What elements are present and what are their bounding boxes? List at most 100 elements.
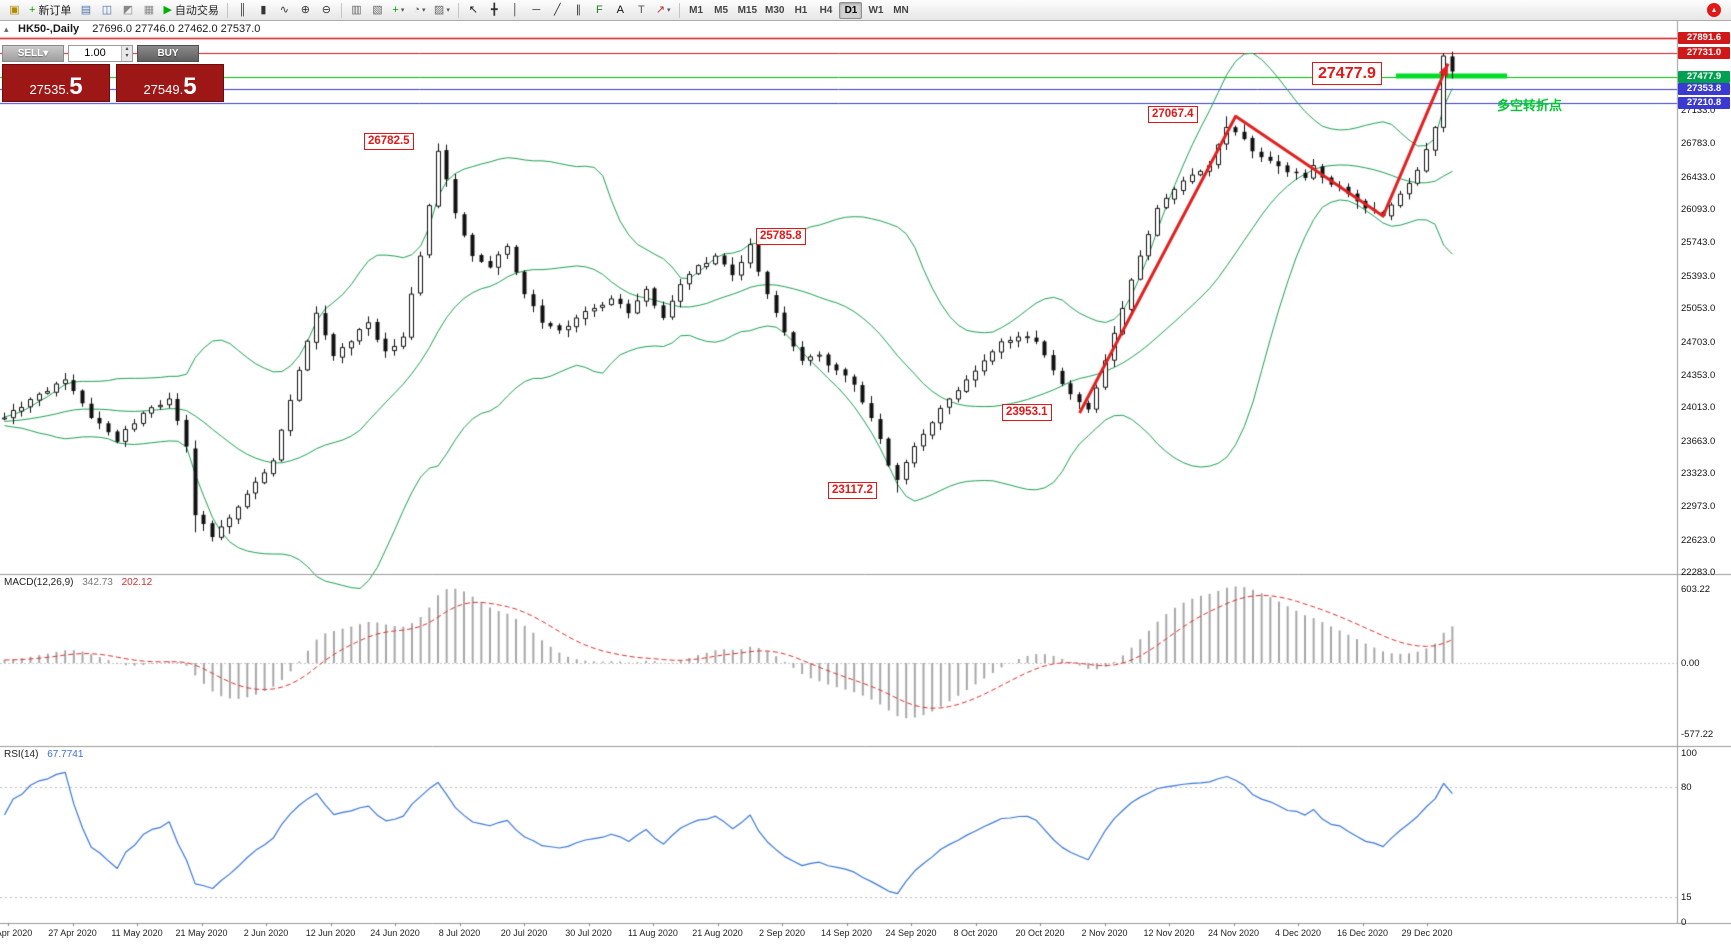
channel-button-glyph: ∥	[575, 3, 582, 16]
cascade-windows-button-glyph: ▧	[372, 3, 383, 16]
periods-button[interactable]: ◔ ▾	[410, 2, 429, 19]
toolbar-separator	[226, 2, 228, 18]
indicators-button-caret-icon: ▾	[400, 7, 405, 14]
vertical-line-button[interactable]: │	[506, 2, 525, 19]
text-button[interactable]: A	[611, 2, 630, 19]
sell-button-label: SELL	[17, 47, 44, 59]
zoom-out-button[interactable]: ⊖	[317, 2, 336, 19]
vertical-line-button-glyph: │	[511, 3, 519, 16]
crosshair-button-glyph: ╋	[491, 3, 498, 16]
candlestick-chart-button[interactable]: ▮	[254, 2, 273, 19]
sell-price-main: 27535.	[29, 82, 70, 97]
periods-button-glyph: ◔	[413, 3, 420, 16]
indicators-button[interactable]: + ▾	[389, 2, 408, 19]
timeframe-h1-button[interactable]: H1	[794, 4, 808, 16]
line-chart-button[interactable]: ∿	[275, 2, 294, 19]
toolbar-separator	[678, 2, 680, 18]
new-chart-button-glyph: ▣	[9, 3, 20, 16]
label-button[interactable]: T	[632, 2, 651, 19]
main-toolbar: ▴ ▣ + 新订单 ▤ ◫ ◩ ▦ ▶ 自动交易 ║ ▮ ∿ ⊕ ⊖ ▥ ▧ + ▾ ◔ ▾ ▨ ▾ ↖ ╋ │ ─ ╱ ∥ F A T ↗ ▾…	[0, 0, 1731, 21]
zoom-in-button[interactable]: ⊕	[296, 2, 315, 19]
trade-controls-row: SELL ▾ ▴ ▾ BUY	[2, 44, 230, 62]
price-annotation[interactable]: 26782.5	[364, 133, 414, 150]
timeframe-mn-button[interactable]: MN	[893, 4, 909, 16]
label-button-glyph: T	[637, 3, 645, 16]
buy-price-big-digit: 5	[183, 73, 197, 100]
channel-button[interactable]: ∥	[569, 2, 588, 19]
chart-list-button-glyph: ▤	[80, 3, 92, 16]
volume-spinner: ▴ ▾	[121, 45, 132, 61]
cascade-windows-button[interactable]: ▧	[368, 2, 387, 19]
price-annotation[interactable]: 25785.8	[756, 228, 806, 245]
new-order-button-label: 新订单	[38, 5, 72, 17]
fibonacci-button[interactable]: F	[590, 2, 609, 19]
text-button-glyph: A	[616, 3, 624, 16]
cursor-button[interactable]: ↖	[464, 2, 483, 19]
bar-chart-button[interactable]: ║	[233, 2, 252, 19]
arrows-button[interactable]: ↗ ▾	[653, 2, 674, 19]
sell-caret-icon: ▾	[43, 47, 49, 59]
arrows-button-glyph: ↗	[655, 3, 666, 16]
timeframe-d1-button[interactable]: D1	[839, 1, 863, 19]
timeframe-m15-button[interactable]: M15	[737, 4, 758, 16]
terminal-button-glyph: ▦	[143, 3, 155, 16]
sell-price-panel[interactable]: 27535. 5	[2, 64, 110, 102]
new-order-button-glyph: +	[29, 3, 36, 16]
autotrading-button-glyph: ▶	[163, 3, 172, 16]
data-window-button[interactable]: ◩	[118, 2, 137, 19]
bar-chart-button-glyph: ║	[238, 3, 247, 16]
notification-icon[interactable]: ▴	[1707, 3, 1721, 17]
price-annotation[interactable]: 27477.9	[1312, 62, 1382, 85]
price-annotation[interactable]: 27067.4	[1148, 106, 1198, 123]
toolbar-separator	[457, 2, 459, 18]
tile-windows-button[interactable]: ▥	[347, 2, 366, 19]
autotrading-button[interactable]: ▶ 自动交易	[160, 2, 221, 19]
timeframe-m1-button[interactable]: M1	[689, 4, 704, 16]
volume-input[interactable]	[69, 45, 121, 61]
tile-windows-button-glyph: ▥	[351, 3, 362, 16]
price-annotation[interactable]: 23953.1	[1002, 404, 1052, 421]
price-annotation[interactable]: 23117.2	[828, 482, 877, 499]
trendline-button[interactable]: ╱	[548, 2, 567, 19]
market-watch-button[interactable]: ◫	[97, 2, 116, 19]
market-watch-button-glyph: ◫	[101, 3, 113, 16]
horizontal-line-button-glyph: ─	[532, 3, 541, 16]
toolbar-separator	[340, 2, 342, 18]
sell-button[interactable]: SELL ▾	[2, 44, 64, 62]
timeframe-m5-button[interactable]: M5	[714, 4, 729, 16]
buy-button-label: BUY	[157, 47, 179, 59]
timeframe-m30-button[interactable]: M30	[765, 4, 785, 16]
buy-price-panel[interactable]: 27549. 5	[116, 64, 224, 102]
volume-up-button[interactable]: ▴	[122, 45, 132, 53]
templates-button-glyph: ▨	[433, 3, 445, 16]
templates-button[interactable]: ▨ ▾	[431, 2, 453, 19]
horizontal-line-button[interactable]: ─	[527, 2, 546, 19]
new-order-button[interactable]: + 新订单	[26, 2, 74, 19]
periods-button-caret-icon: ▾	[421, 7, 426, 14]
line-chart-button-glyph: ∿	[279, 3, 290, 16]
one-click-toggle-icon[interactable]: ▴	[4, 24, 9, 34]
buy-price-main: 27549.	[143, 82, 184, 97]
terminal-button[interactable]: ▦	[139, 2, 158, 19]
data-window-button-glyph: ◩	[122, 3, 134, 16]
trade-prices-row: 27535. 5 27549. 5	[2, 64, 230, 102]
indicators-button-glyph: +	[392, 3, 399, 16]
turning-point-note[interactable]: 多空转折点	[1497, 98, 1563, 113]
one-click-trading-panel: SELL ▾ ▴ ▾ BUY 27535.5 27549.5	[2, 44, 230, 102]
new-chart-button[interactable]: ▣	[5, 2, 24, 19]
zoom-in-button-glyph: ⊕	[300, 3, 311, 16]
timeframe-w1-button[interactable]: W1	[868, 4, 884, 16]
chart-list-button[interactable]: ▤	[76, 2, 95, 19]
volume-down-button[interactable]: ▾	[122, 53, 132, 61]
templates-button-caret-icon: ▾	[446, 7, 450, 14]
timeframe-h4-button[interactable]: H4	[819, 4, 833, 16]
sell-price-big-digit: 5	[69, 73, 83, 100]
candlestick-chart-button-glyph: ▮	[260, 3, 267, 16]
buy-button[interactable]: BUY	[137, 44, 199, 62]
fibonacci-button-glyph: F	[595, 3, 603, 16]
zoom-out-button-glyph: ⊖	[321, 3, 332, 16]
crosshair-button[interactable]: ╋	[485, 2, 504, 19]
volume-input-wrap: ▴ ▾	[68, 44, 133, 62]
cursor-button-glyph: ↖	[468, 3, 478, 16]
